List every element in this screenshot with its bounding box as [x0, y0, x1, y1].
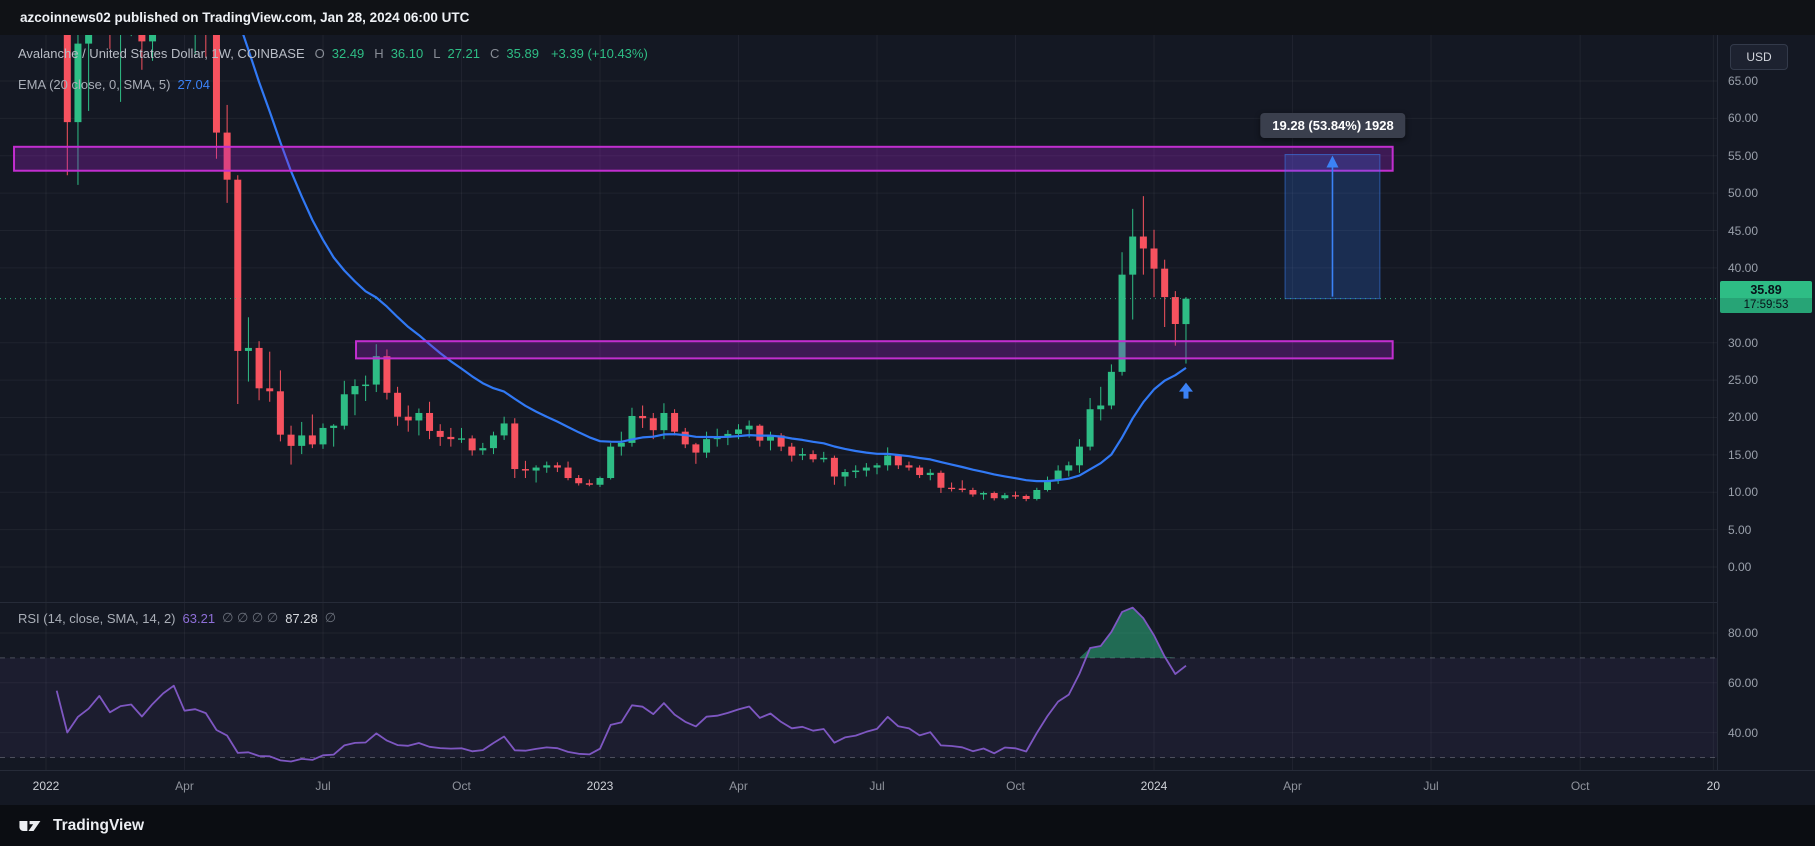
- close-value: 35.89: [506, 46, 539, 61]
- publish-info: azcoinnews02 published on TradingView.co…: [20, 10, 470, 25]
- last-price-badge: 35.89 17:59:53: [1720, 281, 1812, 313]
- support-zone[interactable]: [355, 340, 1394, 360]
- price-tick-label: 55.00: [1728, 148, 1759, 163]
- time-tick-label: Jul: [869, 779, 885, 793]
- rsi-legend[interactable]: RSI (14, close, SMA, 14, 2) 63.21 ∅ ∅ ∅ …: [18, 610, 336, 626]
- chart-background: [0, 35, 1815, 805]
- price-tick-label: 10.00: [1728, 485, 1759, 500]
- price-tick-label: 5.00: [1728, 522, 1752, 537]
- last-price-value: 35.89: [1720, 281, 1812, 298]
- rsi-hidden-values: ∅ ∅ ∅ ∅: [222, 610, 279, 625]
- ema-value: 27.04: [177, 77, 210, 92]
- rsi-pane: [0, 606, 1717, 763]
- resistance-zone[interactable]: [13, 145, 1394, 172]
- low-label: L: [433, 46, 441, 61]
- price-tick-label: 50.00: [1728, 186, 1759, 201]
- time-tick-label: 2022: [32, 779, 60, 793]
- rsi-tick-label: 80.00: [1728, 626, 1759, 640]
- time-tick-label: Apr: [729, 779, 748, 793]
- time-tick-label: Jul: [1423, 779, 1439, 793]
- time-tick-label: Oct: [452, 779, 471, 793]
- rsi-value: 63.21: [182, 610, 216, 626]
- price-tick-label: 45.00: [1728, 223, 1759, 238]
- price-tick-label: 40.00: [1728, 260, 1759, 275]
- time-tick-label: Oct: [1006, 779, 1025, 793]
- price-tick-label: 25.00: [1728, 373, 1759, 388]
- price-tick-label: 60.00: [1728, 111, 1759, 126]
- price-tick-label: 30.00: [1728, 335, 1759, 350]
- price-axis[interactable]: USD 35.89 17:59:53 65.00 60.00 55.00 50.00 4…: [1717, 35, 1815, 805]
- symbol-title: Avalanche / United States Dollar, 1W, CO…: [18, 46, 305, 61]
- publish-bar: azcoinnews02 published on TradingView.co…: [0, 0, 1815, 35]
- open-label: O: [314, 46, 325, 61]
- ema-legend[interactable]: EMA (20 close, 0, SMA, 5) 27.04: [18, 77, 210, 92]
- time-tick-label: Apr: [1283, 779, 1302, 793]
- candlestick-series: [63, 35, 1190, 502]
- bar-countdown: 17:59:53: [1720, 298, 1812, 313]
- time-axis[interactable]: 2022 Apr Jul Oct 2023 Apr Jul Oct 2024 Apr Jul Oct 2…: [0, 770, 1815, 806]
- high-value: 36.10: [390, 46, 424, 61]
- rsi-line[interactable]: [55, 606, 1187, 763]
- footer-bar: TradingView: [0, 805, 1815, 846]
- price-tick-label: 0.00: [1728, 560, 1752, 574]
- pane-separator[interactable]: [0, 602, 1815, 603]
- tradingview-logo[interactable]: [18, 815, 44, 837]
- close-label: C: [490, 46, 500, 61]
- high-label: H: [374, 46, 384, 61]
- time-tick-label: Oct: [1570, 779, 1590, 793]
- change-value: +3.39 (+10.43%): [550, 46, 648, 61]
- measure-label[interactable]: 19.28 (53.84%) 1928: [1260, 113, 1406, 138]
- arrow-up-marker[interactable]: [1178, 382, 1193, 399]
- price-tick-label: 20.00: [1728, 410, 1759, 425]
- price-tick-label: 15.00: [1728, 447, 1759, 462]
- currency-button[interactable]: USD: [1730, 44, 1788, 70]
- open-value: 32.49: [331, 46, 365, 61]
- rsi-hidden-value: ∅: [324, 610, 337, 625]
- symbol-legend: Avalanche / United States Dollar, 1W, CO…: [18, 46, 648, 61]
- price-tick-label: 65.00: [1728, 74, 1759, 88]
- time-tick-label: Jul: [315, 779, 331, 793]
- rsi-tick-label: 40.00: [1728, 725, 1759, 740]
- low-value: 27.21: [447, 46, 481, 61]
- rsi-secondary-value: 87.28: [285, 610, 318, 626]
- time-tick-label: Apr: [175, 779, 194, 793]
- ema-line[interactable]: [46, 0, 1187, 483]
- time-tick-label: 2024: [1140, 779, 1168, 793]
- time-tick-label: 2023: [586, 779, 614, 793]
- grid-lines: [0, 35, 1717, 770]
- rsi-name: RSI (14, close, SMA, 14, 2): [18, 610, 176, 626]
- measure-tool[interactable]: [1284, 153, 1381, 300]
- rsi-tick-label: 60.00: [1728, 675, 1759, 690]
- ema-name: EMA (20 close, 0, SMA, 5): [18, 77, 171, 92]
- time-tick-label: 20: [1706, 779, 1721, 793]
- tradingview-wordmark[interactable]: TradingView: [53, 816, 145, 834]
